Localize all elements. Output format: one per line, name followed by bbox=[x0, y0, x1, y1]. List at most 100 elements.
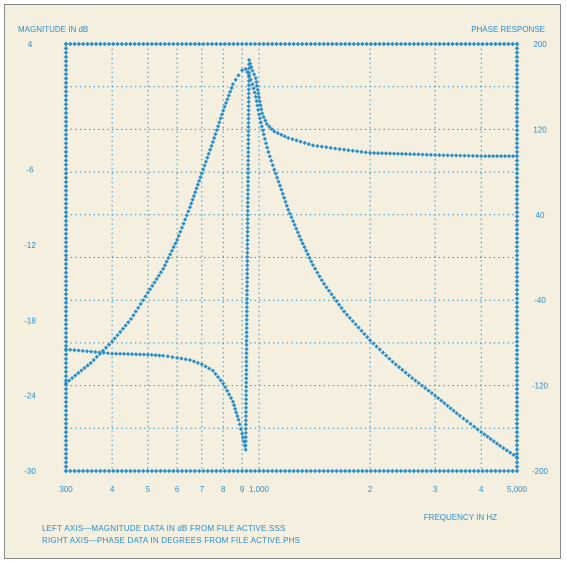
axis-dot bbox=[166, 468, 172, 474]
data-point bbox=[391, 151, 397, 156]
axis-dot bbox=[514, 119, 520, 124]
data-point bbox=[275, 175, 280, 180]
data-point bbox=[244, 363, 249, 368]
axis-dot bbox=[514, 63, 520, 68]
axis-dot bbox=[390, 468, 395, 474]
axis-dot bbox=[514, 140, 520, 146]
data-point bbox=[91, 357, 96, 363]
data-point bbox=[387, 151, 393, 156]
axis-dot bbox=[68, 468, 73, 474]
data-point bbox=[236, 73, 241, 78]
axis-dot bbox=[390, 41, 395, 47]
data-point bbox=[279, 187, 284, 192]
axis-dot bbox=[201, 468, 206, 474]
data-point bbox=[339, 305, 344, 311]
axis-dot bbox=[450, 41, 455, 47]
axis-dot bbox=[415, 41, 421, 47]
data-point bbox=[243, 447, 248, 452]
data-point bbox=[310, 143, 316, 148]
data-point bbox=[149, 352, 154, 358]
axis-dot bbox=[321, 41, 326, 47]
axis-dot bbox=[63, 464, 69, 469]
axis-dot bbox=[85, 41, 90, 47]
axis-dot bbox=[514, 270, 520, 275]
axis-dot bbox=[63, 244, 69, 249]
data-point bbox=[174, 237, 180, 243]
axis-dot bbox=[381, 41, 387, 47]
axis-dot bbox=[63, 304, 69, 310]
data-point bbox=[152, 280, 157, 285]
axis-dot bbox=[403, 468, 408, 474]
axis-dot bbox=[330, 468, 335, 474]
data-point bbox=[461, 416, 466, 421]
data-point bbox=[251, 72, 257, 77]
data-point bbox=[246, 154, 251, 159]
data-point bbox=[319, 144, 324, 149]
axis-dot bbox=[80, 41, 86, 47]
data-point bbox=[245, 183, 251, 188]
axis-dot bbox=[115, 41, 120, 47]
axis-dot bbox=[514, 145, 520, 150]
data-point bbox=[407, 151, 413, 157]
axis-dot bbox=[501, 41, 507, 47]
axis-dot bbox=[141, 468, 146, 474]
axis-dot bbox=[63, 67, 69, 73]
data-point bbox=[133, 309, 138, 314]
x-tick-label: 7 bbox=[200, 485, 205, 494]
axis-dot bbox=[63, 136, 69, 142]
data-point bbox=[244, 388, 249, 394]
axis-dot bbox=[63, 416, 69, 422]
data-point bbox=[445, 403, 450, 408]
axis-dot bbox=[239, 41, 245, 47]
data-point bbox=[395, 151, 401, 156]
right-frame bbox=[514, 41, 520, 474]
axis-dot bbox=[214, 468, 219, 474]
data-point bbox=[494, 441, 500, 446]
data-point bbox=[225, 97, 230, 102]
data-point bbox=[244, 359, 249, 364]
axis-dot bbox=[244, 41, 249, 47]
data-point bbox=[203, 364, 208, 369]
data-point bbox=[464, 419, 470, 424]
axis-dot bbox=[514, 102, 520, 107]
data-point bbox=[174, 355, 180, 360]
axis-dot bbox=[321, 468, 326, 474]
grid bbox=[66, 44, 517, 471]
data-point bbox=[275, 131, 280, 136]
axis-dot bbox=[514, 291, 520, 297]
axis-dot bbox=[102, 41, 107, 47]
data-point bbox=[245, 208, 250, 213]
axis-dot bbox=[514, 197, 520, 202]
data-point bbox=[201, 167, 206, 172]
axis-dot bbox=[63, 58, 69, 64]
data-point bbox=[190, 197, 195, 202]
axis-dot bbox=[334, 468, 339, 474]
axis-dot bbox=[514, 184, 520, 189]
data-point bbox=[245, 166, 251, 172]
data-point bbox=[254, 79, 259, 85]
series-phase-line bbox=[63, 57, 520, 452]
axis-dot bbox=[514, 261, 520, 267]
data-point bbox=[246, 99, 251, 105]
data-point bbox=[246, 145, 251, 151]
axis-dot bbox=[145, 41, 150, 47]
axis-dot bbox=[514, 442, 520, 448]
data-point bbox=[244, 380, 249, 385]
data-point bbox=[191, 359, 197, 364]
data-point bbox=[321, 281, 327, 286]
data-point bbox=[230, 82, 236, 87]
axis-dot bbox=[274, 41, 279, 47]
axis-dot bbox=[480, 41, 485, 47]
data-point bbox=[294, 138, 299, 143]
axis-dot bbox=[265, 468, 271, 474]
axis-dot bbox=[175, 41, 180, 47]
axis-dot bbox=[514, 468, 520, 474]
data-point bbox=[195, 182, 200, 187]
axis-dot bbox=[514, 429, 520, 435]
axis-dot bbox=[63, 438, 69, 444]
axis-dot bbox=[394, 41, 399, 47]
axis-dot bbox=[514, 451, 520, 457]
data-point bbox=[359, 328, 364, 333]
data-point bbox=[479, 153, 484, 159]
data-point bbox=[236, 417, 241, 422]
